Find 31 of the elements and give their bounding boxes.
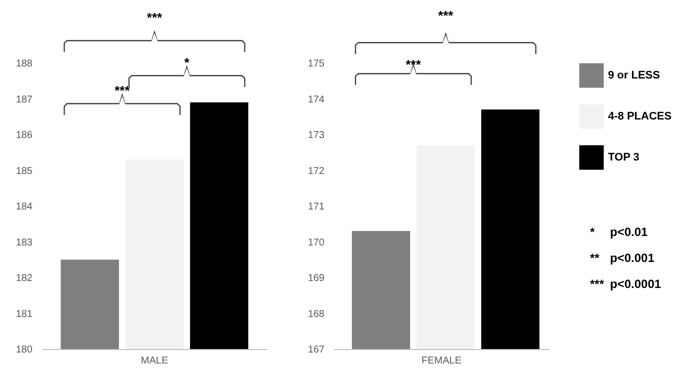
annotation: *** xyxy=(406,57,422,72)
y-tick-label: 187 xyxy=(16,94,33,106)
x-tick-label: FEMALE xyxy=(421,356,462,366)
text: *** p<0.0001 xyxy=(590,277,662,293)
y-tick-label: 174 xyxy=(308,94,325,106)
legend-label: TOP 3 xyxy=(608,152,640,164)
y-tick-label: 169 xyxy=(308,273,325,284)
legend-label: 9 or LESS xyxy=(608,70,660,82)
y-tick-label: 180 xyxy=(16,344,33,356)
y-tick-label: 183 xyxy=(16,237,33,248)
y-tick-label: 168 xyxy=(308,308,325,320)
y-tick-label: 175 xyxy=(308,58,325,70)
y-tick-label: 167 xyxy=(308,344,325,356)
text: * p<0.01 xyxy=(590,225,649,241)
text: *** xyxy=(438,8,454,23)
text: *** xyxy=(146,10,164,25)
legend-label: 4-8 PLACES xyxy=(608,110,672,122)
y-tick-label: 173 xyxy=(308,130,325,141)
y-tick-label: 182 xyxy=(16,273,33,284)
y-tick-label: 185 xyxy=(16,166,33,177)
y-tick-label: 171 xyxy=(308,202,325,212)
y-tick-label: 188 xyxy=(16,58,33,70)
y-tick-label: 186 xyxy=(16,130,33,141)
y-tick-label: 184 xyxy=(16,202,33,212)
y-tick-label: 181 xyxy=(16,308,33,320)
annotation: *** xyxy=(114,83,131,98)
y-tick-label: 170 xyxy=(308,237,325,248)
annotation: * xyxy=(184,55,190,70)
y-tick-label: 172 xyxy=(308,166,325,177)
x-tick-label: MALE xyxy=(140,356,168,366)
text: ** p<0.001 xyxy=(590,251,656,267)
